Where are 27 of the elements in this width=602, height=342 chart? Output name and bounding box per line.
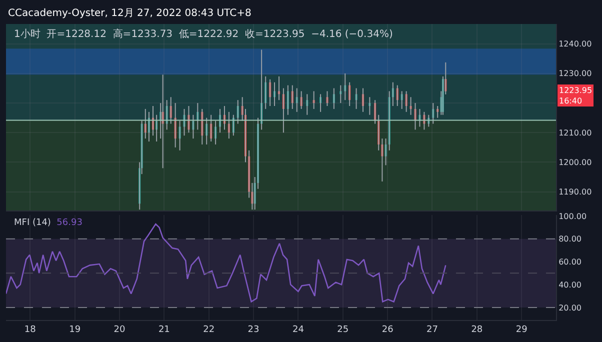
x-tick-label: 18 <box>24 324 36 335</box>
x-tick-label: 19 <box>69 324 81 335</box>
y-tick-label: 60.00 <box>558 258 582 267</box>
text: 1小时 开=1228.12 高=1233.73 低=1222.92 收=1223.95 −4.16 (−0.34%) <box>14 28 393 40</box>
chart-title: MFI (14) <box>14 218 51 228</box>
x-tick-label: 21 <box>158 324 170 335</box>
x-tick-label: 24 <box>292 324 304 335</box>
y-tick-label: 1240.00 <box>558 40 592 49</box>
x-tick-label: 28 <box>471 324 483 335</box>
chart-title: CCacademy-Oyster, 12月 27, 2022 08:43 UTC+8 <box>8 8 252 19</box>
y-tick-label: 80.00 <box>558 234 582 244</box>
y-tick-label: 100.00 <box>558 212 587 221</box>
x-tick-label: 27 <box>426 324 438 335</box>
x-tick-label: 26 <box>382 324 394 335</box>
chart-subtitle: 56.93 <box>56 218 82 228</box>
text: 1223.95 16:40 <box>559 86 592 106</box>
y-tick-label: 1200.00 <box>558 158 592 168</box>
x-tick-label: 22 <box>203 324 215 335</box>
x-tick-label: 23 <box>248 324 260 335</box>
y-tick-label: 1210.00 <box>558 128 592 138</box>
y-tick-label: 20.00 <box>558 303 582 312</box>
x-tick-label: 29 <box>516 324 528 335</box>
y-tick-label: 40.00 <box>558 280 582 290</box>
y-tick-label: 1190.00 <box>558 188 592 197</box>
x-tick-label: 20 <box>114 324 126 335</box>
x-tick-label: 25 <box>337 324 349 335</box>
y-tick-label: 1230.00 <box>558 69 592 78</box>
